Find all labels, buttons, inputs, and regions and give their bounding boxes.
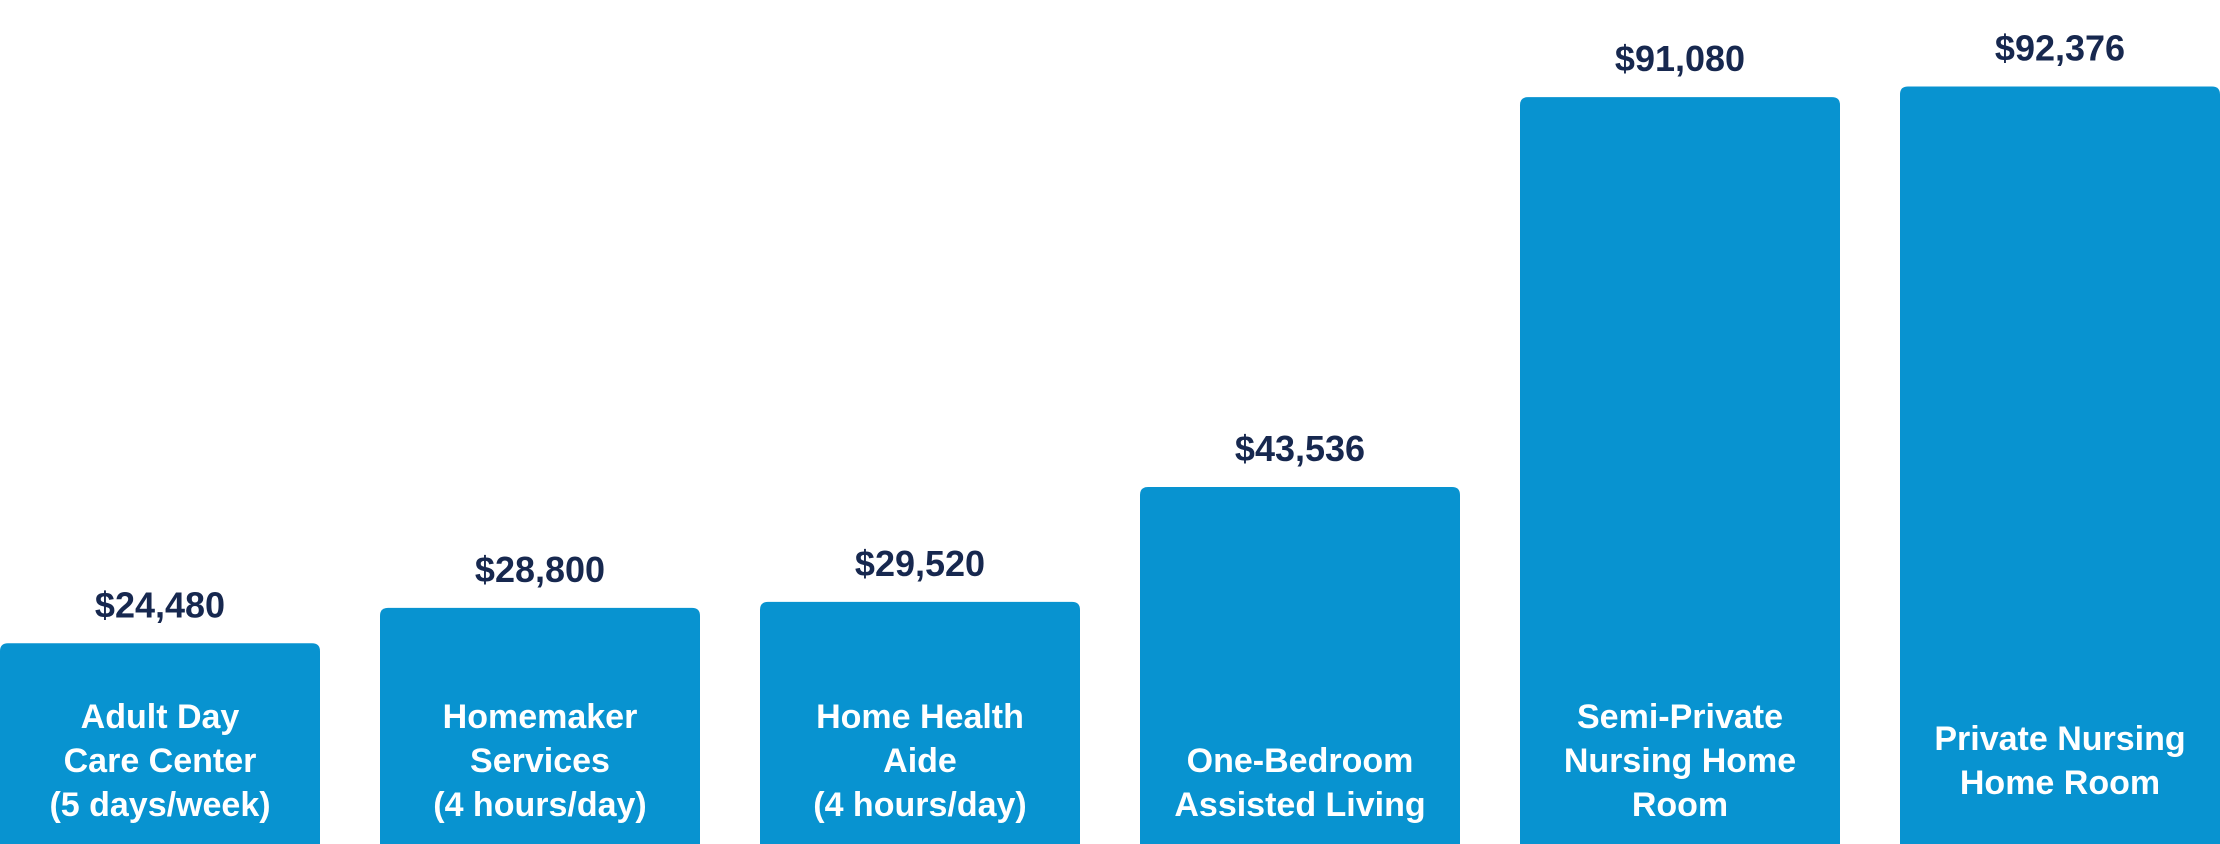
category-label: Care Center (64, 742, 257, 780)
bar-group: $28,800 Homemaker Services (4 hours/day) (380, 549, 700, 844)
bar (1900, 86, 2220, 844)
category-label: Aide (883, 742, 957, 780)
category-label: (4 hours/day) (433, 786, 646, 824)
value-label: $91,080 (1615, 38, 1745, 79)
bar (760, 601, 1080, 844)
category-label: Private Nursing (1934, 720, 2185, 758)
bar-group: $43,536 One-Bedroom Assisted Living (1140, 428, 1460, 844)
category-label: Semi-Private (1577, 698, 1783, 736)
value-label: $29,520 (855, 543, 985, 584)
bar-group: $24,480 Adult Day Care Center (5 days/week) (0, 584, 320, 844)
bar-group: $91,080 Semi-Private Nursing Home Room (1520, 38, 1840, 844)
category-label: (5 days/week) (49, 786, 270, 824)
value-label: $24,480 (95, 584, 225, 625)
bar (380, 607, 700, 844)
category-label: (4 hours/day) (813, 786, 1026, 824)
bar-group: $92,376 Private Nursing Home Room (1900, 28, 2220, 844)
category-label: Home Health (816, 698, 1024, 736)
value-label: $43,536 (1235, 428, 1365, 469)
category-label: Adult Day (81, 698, 240, 736)
category-label: One-Bedroom (1187, 742, 1414, 780)
value-label: $28,800 (475, 549, 605, 590)
category-label: Nursing Home (1564, 742, 1796, 780)
bar (1520, 97, 1840, 844)
category-label: Services (470, 742, 610, 780)
category-label: Homemaker (443, 698, 638, 736)
category-label: Room (1632, 786, 1728, 824)
category-label: Assisted Living (1174, 786, 1425, 824)
value-label: $92,376 (1995, 28, 2125, 69)
bar-group: $29,520 Home Health Aide (4 hours/day) (760, 543, 1080, 844)
bar (0, 643, 320, 844)
category-label: Home Room (1960, 764, 2160, 802)
bar (1140, 487, 1460, 844)
